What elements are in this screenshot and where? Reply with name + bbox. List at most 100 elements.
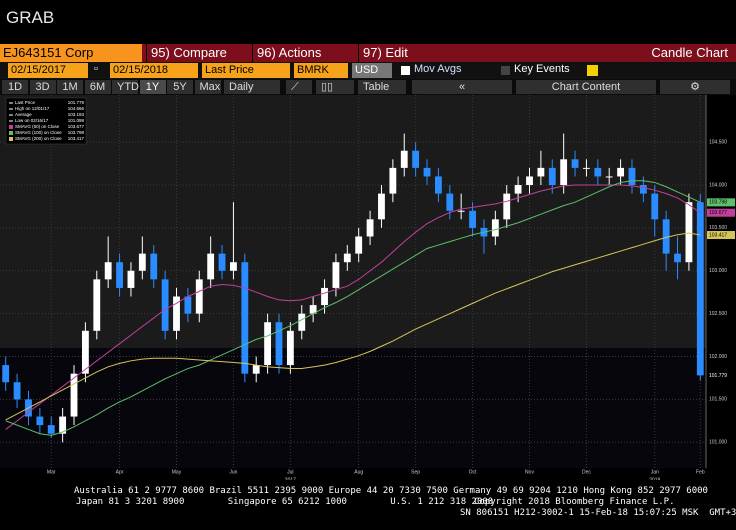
period-button[interactable]: 1M [57,80,83,94]
security-field[interactable]: EJ643151 Corp [0,44,142,62]
footer-copyright: Copyright 2018 Bloomberg Finance L.P. [474,497,675,507]
window-title: GRAB [6,8,55,27]
y-tick-label: 102.000 [709,354,727,360]
candle-body [537,167,545,177]
compare-menu[interactable]: 95) Compare [146,44,252,62]
mov-avgs-checkbox[interactable] [401,66,410,75]
x-tick-label: Mar [47,469,56,475]
currency-select[interactable]: USD [352,63,392,78]
y-tick-label: 103.500 [709,225,727,231]
candle-body [674,253,681,263]
period-button[interactable]: YTD [112,80,139,94]
footer-session: SN 806151 H212-3002-1 15-Feb-18 15:07:25… [460,508,736,518]
line-icon[interactable]: ⟋ [286,80,312,94]
x-tick-label: Dec [582,469,591,475]
period-button[interactable]: 6M [84,80,111,94]
candle-body [560,159,568,186]
end-date[interactable]: 02/15/2018 [110,63,198,78]
toolbar [0,44,736,62]
x-tick-label: Feb [696,469,705,475]
legend-value: 103.798 [68,130,85,135]
legend-value: 103.417 [68,136,85,141]
settings-button[interactable]: ⚙ [660,80,730,94]
y-tick-label: 101.500 [709,397,727,403]
candle-body [241,262,249,374]
legend-swatch [9,125,13,129]
y-tick-label: 102.500 [709,311,727,317]
candle-body [309,305,317,314]
legend-swatch [9,137,13,141]
candle-body [230,262,237,271]
candle-body [195,279,203,314]
x-year-label: 2017 [285,477,296,480]
candle-body [127,270,135,288]
value-tag [707,198,735,207]
value-tag [707,371,735,380]
value-tag-label: 103.798 [709,200,727,206]
candle-body [13,382,21,400]
period-button[interactable]: 3D [29,80,56,94]
frequency-select[interactable]: Daily [224,80,280,94]
date-separator: ▫ [94,63,98,75]
legend-value: 101.779 [68,100,85,105]
candle-body [617,167,625,177]
view-name: Candle Chart [651,45,728,60]
period-button[interactable]: 1D [2,80,28,94]
candle-icon[interactable]: ▯▯ [316,80,354,94]
mov-avgs-label[interactable]: Mov Avgs [414,63,462,75]
candle-body [298,313,306,331]
legend-label: SMAVG (200) on Close [15,136,62,141]
chart-content-button[interactable]: Chart Content [516,80,656,94]
plot-background-lower [0,348,706,468]
candle-body [81,330,89,374]
moving-average-line [5,232,701,421]
period-button[interactable]: 5Y [167,80,193,94]
candle-body [605,176,613,178]
candle-body [36,416,44,426]
legend-label: Average [15,112,32,117]
candle-body [173,296,180,331]
period-button[interactable]: 1Y [139,80,166,94]
footer-contacts-2: Japan 81 3 3201 8900 Singapore 65 6212 1… [76,497,494,507]
candle-body [594,167,602,177]
key-events-label[interactable]: Key Events [514,63,570,75]
candle-body [161,279,169,331]
actions-menu[interactable]: 96) Actions [252,44,358,62]
candle-body [651,193,659,220]
candle-body [286,330,294,366]
legend-label: Last Price [15,100,36,105]
candle-body [59,416,67,434]
candle-body [514,185,522,194]
benchmark-field[interactable]: BMRK [294,63,348,78]
candle-body [332,262,340,288]
period-button[interactable]: Max [194,80,221,94]
key-events-checkbox[interactable] [501,66,510,75]
footer-contacts: Australia 61 2 9777 8600 Brazil 5511 239… [74,486,708,496]
candle-body [93,279,101,331]
candle-body [457,210,465,212]
value-tag [707,208,735,217]
x-tick-label: Nov [525,469,534,475]
candle-body [355,236,363,254]
candle-body [548,167,556,186]
info-icon[interactable] [587,65,598,76]
start-date[interactable]: 02/15/2017 [8,63,88,78]
back-button[interactable]: « [412,80,512,94]
candle-body [366,219,374,237]
candle-body [264,322,272,366]
y-tick-label: 103.000 [709,268,727,274]
candle-body [628,167,636,186]
legend-label: Low on 02/16/17 [15,118,49,123]
candle-body [70,373,78,417]
field-select[interactable]: Last Price [202,63,290,78]
legend: Last Price 101.779 High on 12/01/17 104.666… [5,97,87,145]
x-tick-label: Apr [116,469,124,475]
edit-menu[interactable]: 97) Edit [358,44,462,62]
legend-value: 104.666 [68,106,85,111]
legend-swatch [9,131,13,135]
table-button[interactable]: Table [358,80,406,94]
chart: 101.000 101.500 102.000 102.500 103.000 103.5… [0,95,735,480]
candle-body [389,167,397,194]
candle-body [218,253,226,271]
x-tick-label: Jun [229,469,237,475]
